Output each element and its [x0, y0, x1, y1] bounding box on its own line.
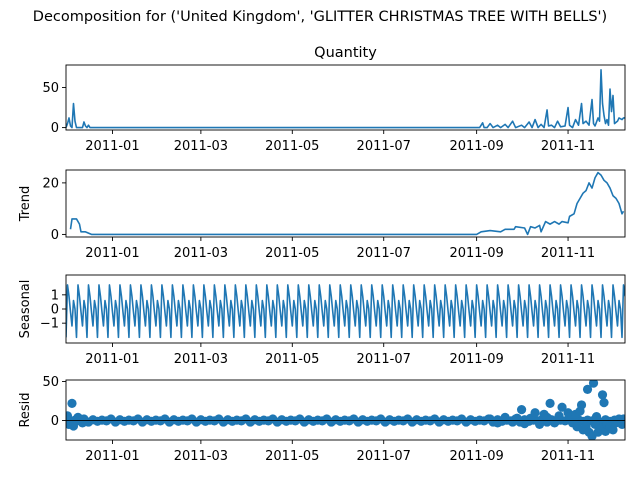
- x-tick-label: 2011-11: [541, 246, 595, 261]
- x-tick-label: 2011-03: [174, 139, 228, 154]
- resid-point: [582, 384, 593, 394]
- x-tick-label: 2011-03: [174, 246, 228, 261]
- x-tick-label: 2011-09: [449, 246, 503, 261]
- x-tick-label: 2011-07: [357, 246, 411, 261]
- plot-area: [66, 69, 625, 129]
- resid-point: [588, 380, 599, 388]
- x-tick-label: 2011-01: [85, 352, 139, 367]
- x-tick-label: 2011-01: [85, 246, 139, 261]
- resid-point: [66, 411, 73, 421]
- x-tick-label: 2011-11: [541, 449, 595, 464]
- axes-frame: [65, 379, 626, 441]
- x-tick-label: 2011-07: [357, 352, 411, 367]
- panel-title: Quantity: [314, 45, 377, 61]
- x-tick-label: 2011-03: [174, 352, 228, 367]
- axes-frame: [65, 64, 626, 131]
- y-axis-label: Trend: [18, 186, 33, 223]
- x-tick-label: 2011-05: [265, 449, 319, 464]
- plot-area: [66, 284, 625, 339]
- resid-point: [530, 408, 540, 418]
- x-tick-label: 2011-09: [449, 352, 503, 367]
- x-tick-label: 2011-03: [174, 449, 228, 464]
- panel-2: 0 20 2011-01 2011-03 2011-05 2011-07 2011-09 20…: [18, 169, 626, 261]
- resid-point: [554, 411, 564, 421]
- y-tick-label: 20: [42, 176, 59, 191]
- y-tick-label: 0: [51, 228, 59, 243]
- figure-suptitle: Decomposition for ('United Kingdom', 'GL…: [33, 9, 607, 25]
- resid-point: [500, 412, 510, 422]
- resid-point: [519, 419, 530, 429]
- resid-point: [576, 400, 587, 410]
- y-tick-label: 1: [51, 288, 59, 303]
- x-tick-label: 2011-01: [85, 139, 139, 154]
- panel-3: −101 2011-01 2011-03 2011-05 2011-07 2011-09 2…: [18, 274, 626, 367]
- resid-point: [485, 414, 495, 424]
- x-tick-label: 2011-05: [265, 139, 319, 154]
- resid-point: [67, 398, 77, 408]
- series-line: [66, 284, 625, 339]
- resid-point: [534, 419, 545, 430]
- series-line: [66, 69, 625, 129]
- x-tick-label: 2011-07: [357, 449, 411, 464]
- series-line: [69, 171, 625, 236]
- resid-point: [542, 412, 552, 422]
- y-axis-label: Seasonal: [18, 280, 33, 339]
- resid-point: [620, 417, 625, 427]
- panels: 0 50 2011-01 2011-03 2011-05 2011-07 2011-09 20…: [18, 45, 626, 464]
- resid-point: [591, 412, 602, 422]
- panel-4: 0 50 2011-01 2011-03 2011-05 2011-07 2011-09 20…: [18, 375, 626, 464]
- resid-point: [597, 390, 608, 400]
- y-tick-label: −1: [40, 317, 59, 332]
- x-tick-label: 2011-09: [449, 449, 503, 464]
- plot-area: [69, 171, 625, 236]
- y-tick-label: 50: [42, 375, 59, 390]
- axes-frame: [65, 169, 626, 238]
- resid-point: [608, 425, 618, 435]
- y-tick-label: 0: [51, 121, 59, 136]
- panel-1: 0 50 2011-01 2011-03 2011-05 2011-07 2011-09 20…: [42, 45, 626, 154]
- y-axis-label: Resid: [18, 392, 33, 427]
- x-tick-label: 2011-01: [85, 449, 139, 464]
- x-tick-label: 2011-09: [449, 139, 503, 154]
- resid-point: [493, 418, 503, 428]
- resid-point: [545, 398, 555, 408]
- plot-area: [66, 380, 625, 440]
- resid-point: [557, 402, 567, 412]
- y-tick-label: 50: [42, 81, 59, 96]
- resid-point: [516, 405, 527, 415]
- resid-point: [599, 398, 609, 408]
- y-tick-label: 0: [51, 303, 59, 318]
- resid-point: [68, 421, 79, 431]
- x-tick-label: 2011-11: [541, 352, 595, 367]
- x-tick-label: 2011-05: [265, 352, 319, 367]
- resid-point: [77, 418, 88, 428]
- x-tick-label: 2011-11: [541, 139, 595, 154]
- x-tick-label: 2011-05: [265, 246, 319, 261]
- y-tick-label: 0: [51, 414, 59, 429]
- resid-point: [512, 413, 522, 423]
- x-tick-label: 2011-07: [357, 139, 411, 154]
